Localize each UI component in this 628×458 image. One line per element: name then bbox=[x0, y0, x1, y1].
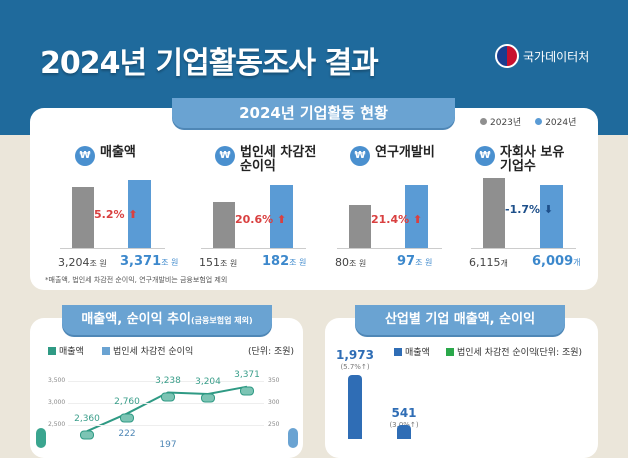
value-2023: 151조 원 bbox=[199, 256, 238, 269]
legend-2023: 2023년 bbox=[480, 115, 521, 128]
scroll-left-handle bbox=[36, 428, 46, 448]
bar-2024 bbox=[405, 185, 428, 248]
y-tick-left: 3,000 bbox=[48, 399, 66, 406]
y-tick-right: 300 bbox=[268, 399, 280, 406]
value-2024: 6,009개 bbox=[532, 254, 581, 269]
sales-label: 3,371 bbox=[234, 369, 260, 380]
metric-header: ₩ 자회사 보유 기업수 bbox=[475, 146, 580, 174]
metric-header: ₩ 연구개발비 bbox=[350, 146, 435, 166]
banknote-icon: ₩ bbox=[75, 146, 95, 166]
value-2024: 182조 원 bbox=[262, 254, 307, 269]
sales-point bbox=[201, 393, 215, 403]
trend-title: 매출액, 순이익 추이(금융보험업 제외) bbox=[62, 305, 272, 335]
sales-label: 2,760 bbox=[114, 396, 140, 407]
unit-label: (단위: 조원) bbox=[248, 347, 295, 357]
arrow-up-icon: ⬆ bbox=[277, 213, 287, 226]
y-tick-right: 350 bbox=[268, 377, 280, 384]
scroll-right-handle bbox=[288, 428, 298, 448]
change-percent: 20.6% ⬆ bbox=[235, 213, 287, 226]
sales-point bbox=[240, 386, 254, 396]
sales-point bbox=[80, 430, 94, 440]
arrow-down-icon: ⬇ bbox=[543, 203, 554, 216]
y-tick-left: 3,500 bbox=[48, 377, 66, 384]
value-2023: 80조 원 bbox=[335, 256, 367, 269]
value-2024: 97조 원 bbox=[397, 254, 433, 269]
industry-card bbox=[325, 318, 598, 458]
page-title: 2024년 기업활동조사 결과 bbox=[40, 46, 379, 81]
bar-2023 bbox=[72, 187, 94, 248]
y-tick-right: 250 bbox=[268, 421, 280, 428]
baseline bbox=[60, 248, 165, 249]
footprint-icon: ₩ bbox=[475, 146, 495, 166]
legend-sales: 매출액 bbox=[394, 345, 430, 358]
value-2024: 3,371조 원 bbox=[120, 254, 179, 269]
metric-header: ₩ 매출액 bbox=[75, 146, 136, 166]
logo: 국가데이터처 bbox=[495, 44, 589, 68]
industry-bar bbox=[397, 425, 411, 439]
trend-card bbox=[30, 318, 303, 458]
bar-2023 bbox=[213, 202, 235, 248]
unit-label: (단위: 조원) bbox=[536, 348, 583, 358]
footnote: *매출액, 법인세 차감전 순이익, 연구개발비는 금융보험업 제외 bbox=[45, 276, 228, 284]
industry-title: 산업별 기업 매출액, 순이익 bbox=[355, 305, 565, 335]
sales-label: 3,204 bbox=[195, 377, 221, 388]
sales-point bbox=[120, 413, 134, 423]
banknote-icon: ₩ bbox=[215, 146, 235, 166]
baseline bbox=[471, 248, 576, 249]
industry-change: (5.7%↑) bbox=[340, 363, 370, 371]
legend-2024: 2024년 bbox=[535, 115, 576, 128]
section-title: 2024년 기업활동 현황 bbox=[172, 98, 455, 128]
sales-label: 3,238 bbox=[155, 375, 181, 386]
arrow-up-icon: ⬆ bbox=[128, 208, 138, 221]
legend-sales: 매출액 bbox=[48, 344, 84, 357]
gridline bbox=[68, 403, 264, 404]
logo-text: 국가데이터처 bbox=[523, 49, 590, 64]
value-2023: 3,204조 원 bbox=[58, 256, 107, 269]
legend-profit: 법인세 차감전 순이익 bbox=[102, 344, 193, 357]
metric-header: ₩ 법인세 차감전 순이익 bbox=[215, 146, 320, 174]
change-percent: -1.7% ⬇ bbox=[505, 203, 554, 216]
taegeuk-logo-icon bbox=[495, 44, 519, 68]
sales-label: 2,360 bbox=[74, 414, 100, 425]
gridline bbox=[68, 381, 264, 382]
industry-value: 1,973 bbox=[336, 348, 374, 362]
y-tick-left: 2,500 bbox=[48, 421, 66, 428]
bar-2023 bbox=[349, 205, 371, 248]
change-percent: 5.2% ⬆ bbox=[94, 208, 138, 221]
arrow-up-icon: ⬆ bbox=[413, 213, 423, 226]
profit-label: 197 bbox=[159, 440, 177, 451]
legend-profit: 법인세 차감전 순이익 bbox=[446, 345, 537, 358]
bar-2024 bbox=[270, 185, 293, 248]
bar-2024 bbox=[128, 180, 151, 248]
industry-value: 541 bbox=[391, 406, 417, 420]
money-stack-icon: ₩ bbox=[350, 146, 370, 166]
bar-2023 bbox=[483, 178, 505, 248]
bar-2024 bbox=[540, 185, 563, 248]
legend: 2023년 2024년 bbox=[480, 115, 576, 128]
industry-bar bbox=[348, 375, 362, 439]
profit-label: 222 bbox=[118, 429, 136, 440]
baseline bbox=[337, 248, 442, 249]
value-2023: 6,115개 bbox=[469, 256, 508, 269]
gridline bbox=[68, 425, 264, 426]
change-percent: 21.4% ⬆ bbox=[371, 213, 423, 226]
baseline bbox=[201, 248, 306, 249]
sales-point bbox=[161, 392, 175, 402]
